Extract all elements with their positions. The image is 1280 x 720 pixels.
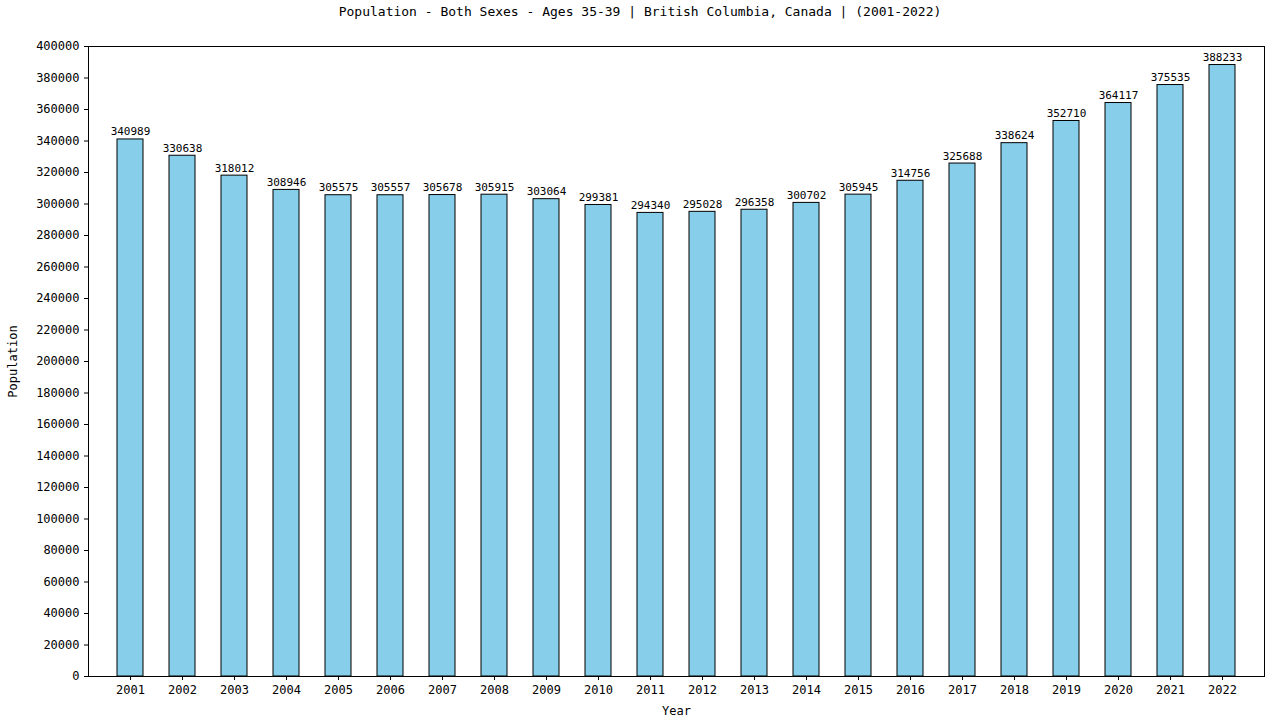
svg-text:320000: 320000 (36, 165, 79, 179)
svg-text:318012: 318012 (215, 162, 255, 175)
svg-text:2001: 2001 (116, 683, 145, 697)
svg-text:305915: 305915 (475, 181, 515, 194)
svg-text:364117: 364117 (1099, 89, 1139, 102)
svg-text:2007: 2007 (428, 683, 457, 697)
svg-text:160000: 160000 (36, 417, 79, 431)
svg-text:2006: 2006 (376, 683, 405, 697)
svg-text:2022: 2022 (1208, 683, 1237, 697)
svg-text:303064: 303064 (527, 185, 567, 198)
svg-text:2012: 2012 (688, 683, 717, 697)
html-text:Population - Both Sexes - Ages: Population - Both Sexes - Ages 35-39 | B… (338, 4, 942, 19)
svg-text:100000: 100000 (36, 512, 79, 526)
svg-text:2015: 2015 (844, 683, 873, 697)
svg-text:299381: 299381 (579, 191, 619, 204)
svg-text:60000: 60000 (43, 575, 79, 589)
svg-text:2021: 2021 (1156, 683, 1185, 697)
svg-text:80000: 80000 (43, 543, 79, 557)
svg-text:305575: 305575 (319, 181, 359, 194)
svg-text:20000: 20000 (43, 638, 79, 652)
svg-text:388233: 388233 (1203, 51, 1243, 64)
svg-text:2002: 2002 (168, 683, 197, 697)
svg-text:380000: 380000 (36, 71, 79, 85)
svg-text:300000: 300000 (36, 197, 79, 211)
svg-text:308946: 308946 (267, 176, 307, 189)
svg-text:2019: 2019 (1052, 683, 1081, 697)
svg-text:40000: 40000 (43, 606, 79, 620)
svg-text:305557: 305557 (371, 181, 411, 194)
svg-text:400000: 400000 (36, 39, 79, 53)
svg-text:2009: 2009 (532, 683, 561, 697)
svg-text:300702: 300702 (787, 189, 827, 202)
svg-text:338624: 338624 (995, 129, 1035, 142)
svg-text:280000: 280000 (36, 228, 79, 242)
svg-text:360000: 360000 (36, 102, 79, 116)
svg-text:200000: 200000 (36, 354, 79, 368)
svg-text:330638: 330638 (163, 142, 203, 155)
svg-text:375535: 375535 (1151, 71, 1191, 84)
svg-text:2020: 2020 (1104, 683, 1133, 697)
svg-text:295028: 295028 (683, 198, 723, 211)
svg-text:305678: 305678 (423, 181, 463, 194)
svg-text:2003: 2003 (220, 683, 249, 697)
svg-text:Year: Year (662, 704, 691, 718)
svg-text:2018: 2018 (1000, 683, 1029, 697)
svg-text:325688: 325688 (943, 150, 983, 163)
svg-text:240000: 240000 (36, 291, 79, 305)
svg-text:2014: 2014 (792, 683, 821, 697)
svg-text:2017: 2017 (948, 683, 977, 697)
svg-text:120000: 120000 (36, 480, 79, 494)
svg-text:260000: 260000 (36, 260, 79, 274)
svg-text:294340: 294340 (631, 199, 671, 212)
svg-text:140000: 140000 (36, 449, 79, 463)
svg-text:2016: 2016 (896, 683, 925, 697)
svg-text:296358: 296358 (735, 196, 775, 209)
svg-text:2008: 2008 (480, 683, 509, 697)
svg-text:340000: 340000 (36, 134, 79, 148)
svg-text:2004: 2004 (272, 683, 301, 697)
svg-text:352710: 352710 (1047, 107, 1087, 120)
svg-text:314756: 314756 (891, 167, 931, 180)
svg-text:Population: Population (6, 325, 20, 397)
svg-text:2011: 2011 (636, 683, 665, 697)
svg-text:0: 0 (72, 669, 79, 683)
svg-text:305945: 305945 (839, 181, 879, 194)
svg-text:340989: 340989 (111, 125, 151, 138)
svg-text:2013: 2013 (740, 683, 769, 697)
svg-text:220000: 220000 (36, 323, 79, 337)
svg-text:180000: 180000 (36, 386, 79, 400)
svg-text:2005: 2005 (324, 683, 353, 697)
svg-text:2010: 2010 (584, 683, 613, 697)
